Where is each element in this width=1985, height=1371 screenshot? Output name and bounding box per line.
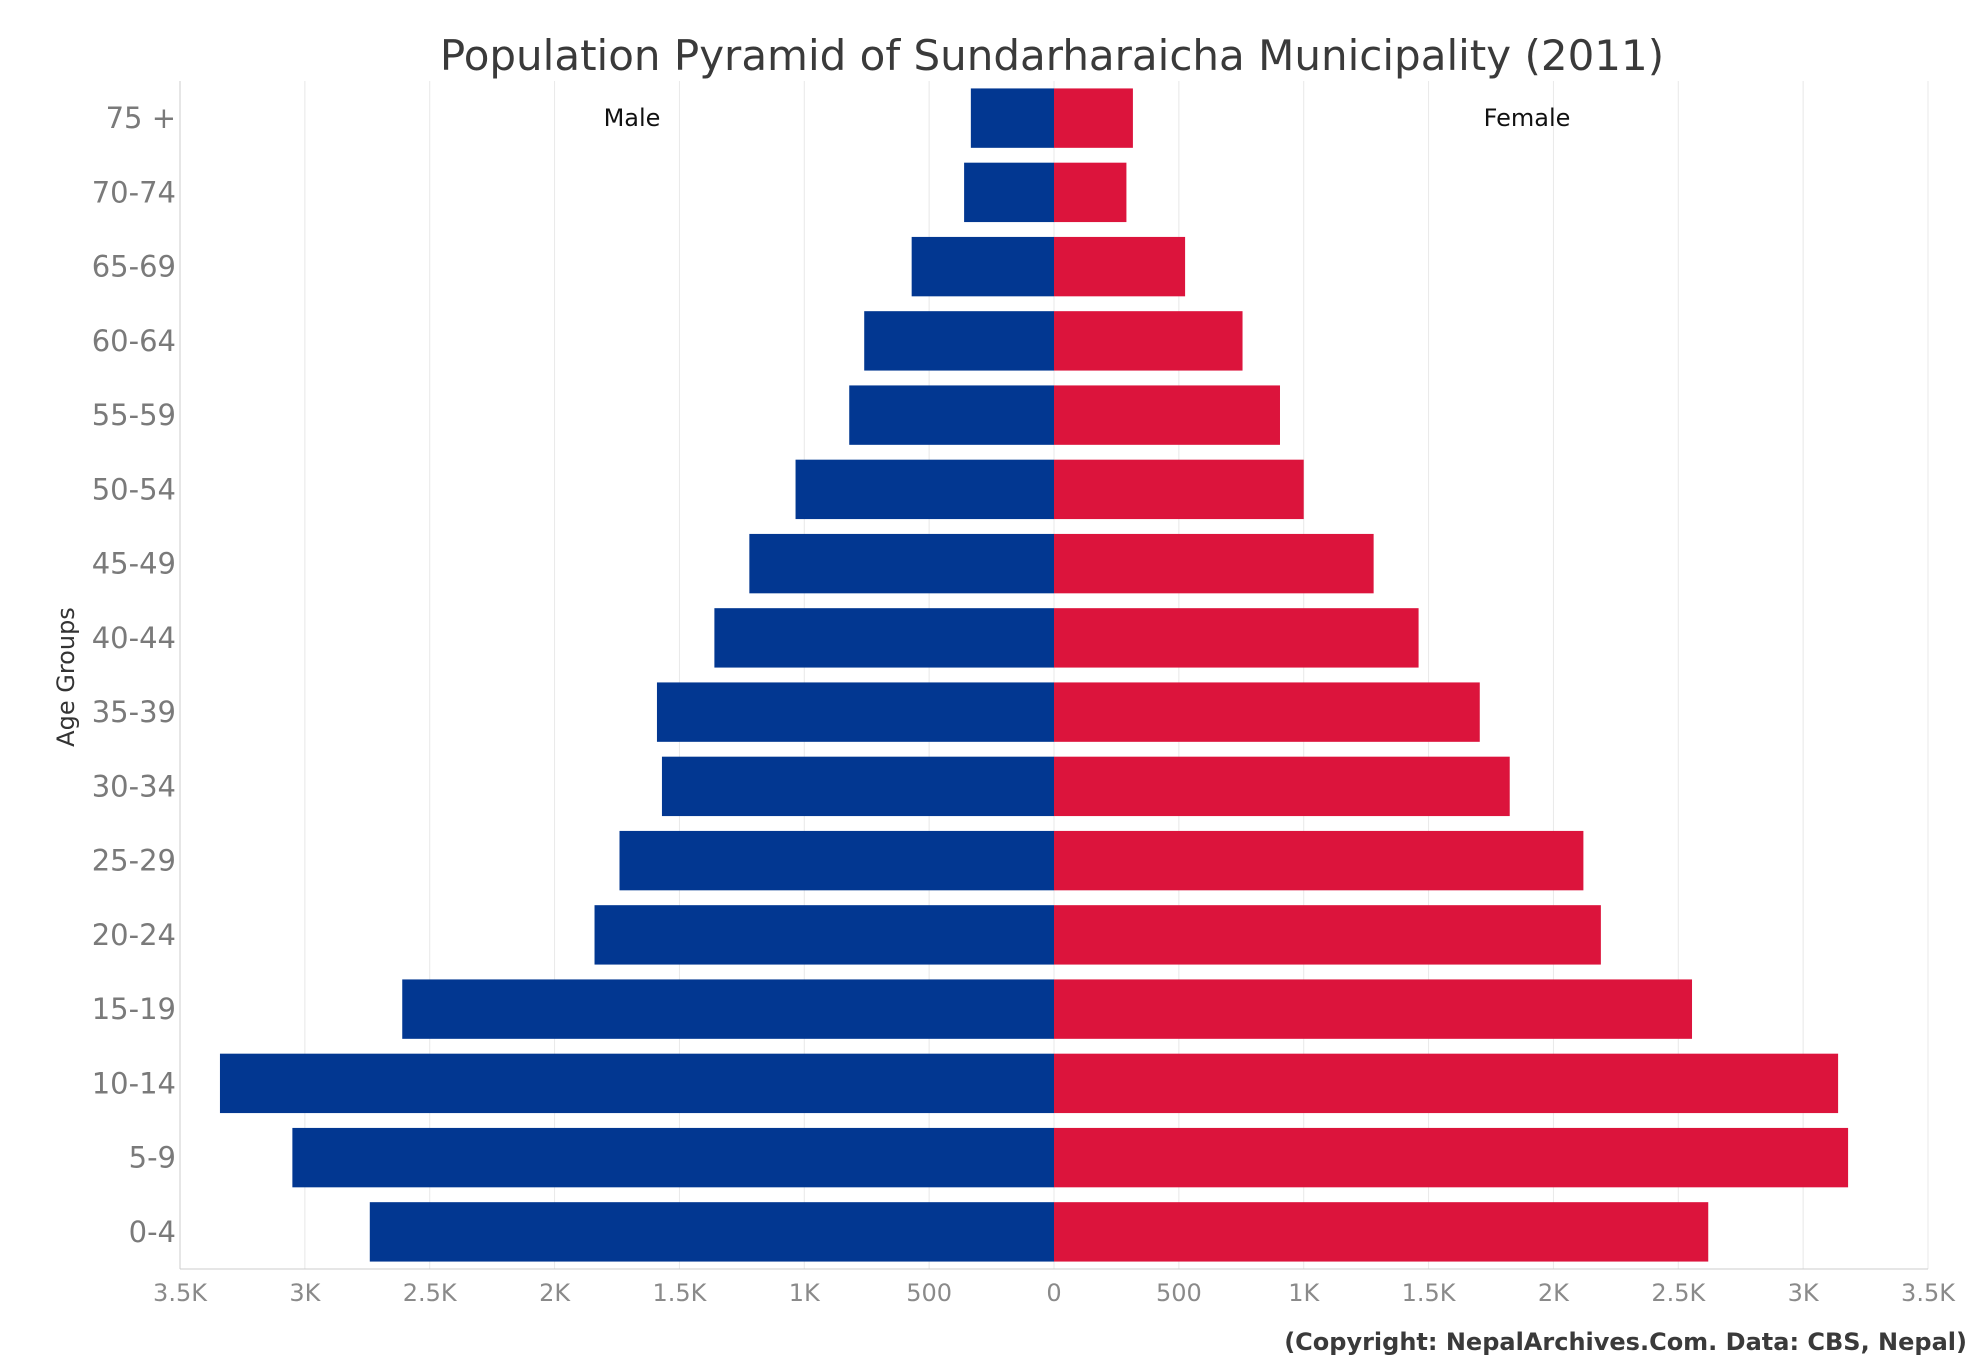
y-tick-label-2: 65-69 [92, 250, 176, 284]
bar-male-3 [864, 311, 1054, 371]
chart-title: Population Pyramid of Sundarharaicha Mun… [440, 31, 1664, 80]
bar-female-3 [1054, 311, 1243, 371]
y-tick-label-13: 10-14 [92, 1066, 176, 1100]
x-tick-label-4: 1.5K [652, 1279, 707, 1307]
y-tick-label-3: 60-64 [92, 324, 176, 358]
x-tick-label-8: 500 [1156, 1279, 1202, 1307]
y-tick-label-0: 75 + [106, 101, 176, 135]
bar-female-14 [1054, 1127, 1849, 1188]
bar-male-15 [369, 1202, 1055, 1262]
y-tick-label-9: 30-34 [92, 769, 176, 803]
y-tick-label-7: 40-44 [92, 621, 176, 655]
bar-male-2 [911, 236, 1054, 297]
y-tick-label-14: 5-9 [129, 1141, 176, 1175]
x-tick-label-11: 2K [1538, 1279, 1570, 1307]
y-tick-label-8: 35-39 [92, 695, 176, 729]
y-tick-labels: 75 + 70-74 65-69 60-64 55-59 50-54 45-49 40-44 3… [92, 101, 176, 1249]
bar-female-9 [1054, 756, 1510, 817]
y-tick-label-4: 55-59 [92, 398, 176, 432]
bar-male-7 [714, 608, 1054, 668]
bar-female-13 [1054, 1053, 1839, 1114]
bar-female-7 [1054, 608, 1419, 668]
x-tick-label-13: 3K [1788, 1279, 1820, 1307]
bar-female-4 [1054, 385, 1280, 445]
bar-male-0 [970, 88, 1054, 148]
x-tick-labels: 3.5K 3K 2.5K 2K 1.5K 1K 500 0 500 1K 1.5K 2K 2.5K 3K 3… [153, 1279, 1956, 1307]
y-tick-label-5: 50-54 [92, 472, 176, 506]
y-axis-label: Age Groups [52, 607, 80, 747]
x-tick-label-6: 500 [906, 1279, 952, 1307]
x-tick-label-9: 1K [1288, 1279, 1320, 1307]
x-tick-label-0: 3.5K [153, 1279, 208, 1307]
bar-female-11 [1054, 905, 1601, 965]
y-tick-label-10: 25-29 [92, 844, 176, 878]
bar-female-15 [1054, 1202, 1709, 1262]
bar-male-4 [849, 385, 1054, 445]
y-tick-label-12: 15-19 [92, 992, 176, 1026]
bar-male-11 [594, 905, 1054, 965]
x-tick-label-1: 3K [289, 1279, 321, 1307]
bar-female-8 [1054, 682, 1480, 742]
legend-male: Male [604, 104, 661, 132]
bars [219, 88, 1849, 1262]
x-tick-label-3: 2K [539, 1279, 571, 1307]
y-tick-label-15: 0-4 [129, 1215, 176, 1249]
x-tick-label-5: 1K [789, 1279, 821, 1307]
bar-female-1 [1054, 162, 1127, 223]
legend-female: Female [1484, 104, 1571, 132]
bar-female-10 [1054, 830, 1584, 891]
bar-female-0 [1054, 88, 1133, 148]
bar-male-10 [619, 830, 1054, 891]
bar-male-13 [219, 1053, 1054, 1114]
bar-male-9 [661, 756, 1054, 817]
bar-female-5 [1054, 459, 1304, 520]
y-tick-label-11: 20-24 [92, 918, 176, 952]
x-tick-label-12: 2.5K [1651, 1279, 1706, 1307]
bar-female-12 [1054, 979, 1693, 1039]
bar-male-8 [656, 682, 1054, 742]
bar-male-14 [292, 1127, 1054, 1188]
bar-male-1 [964, 162, 1054, 223]
bar-female-2 [1054, 236, 1186, 297]
bar-male-12 [402, 979, 1054, 1039]
y-tick-label-6: 45-49 [92, 547, 176, 581]
x-tick-label-2: 2.5K [403, 1279, 458, 1307]
x-tick-label-14: 3.5K [1901, 1279, 1956, 1307]
credit-text: (Copyright: NepalArchives.Com. Data: CBS… [1284, 1328, 1967, 1356]
bar-male-6 [749, 533, 1054, 594]
bar-female-6 [1054, 533, 1374, 594]
y-tick-label-1: 70-74 [92, 175, 176, 209]
x-tick-label-7: 0 [1046, 1279, 1061, 1307]
bar-male-5 [795, 459, 1054, 520]
x-tick-label-10: 1.5K [1402, 1279, 1457, 1307]
